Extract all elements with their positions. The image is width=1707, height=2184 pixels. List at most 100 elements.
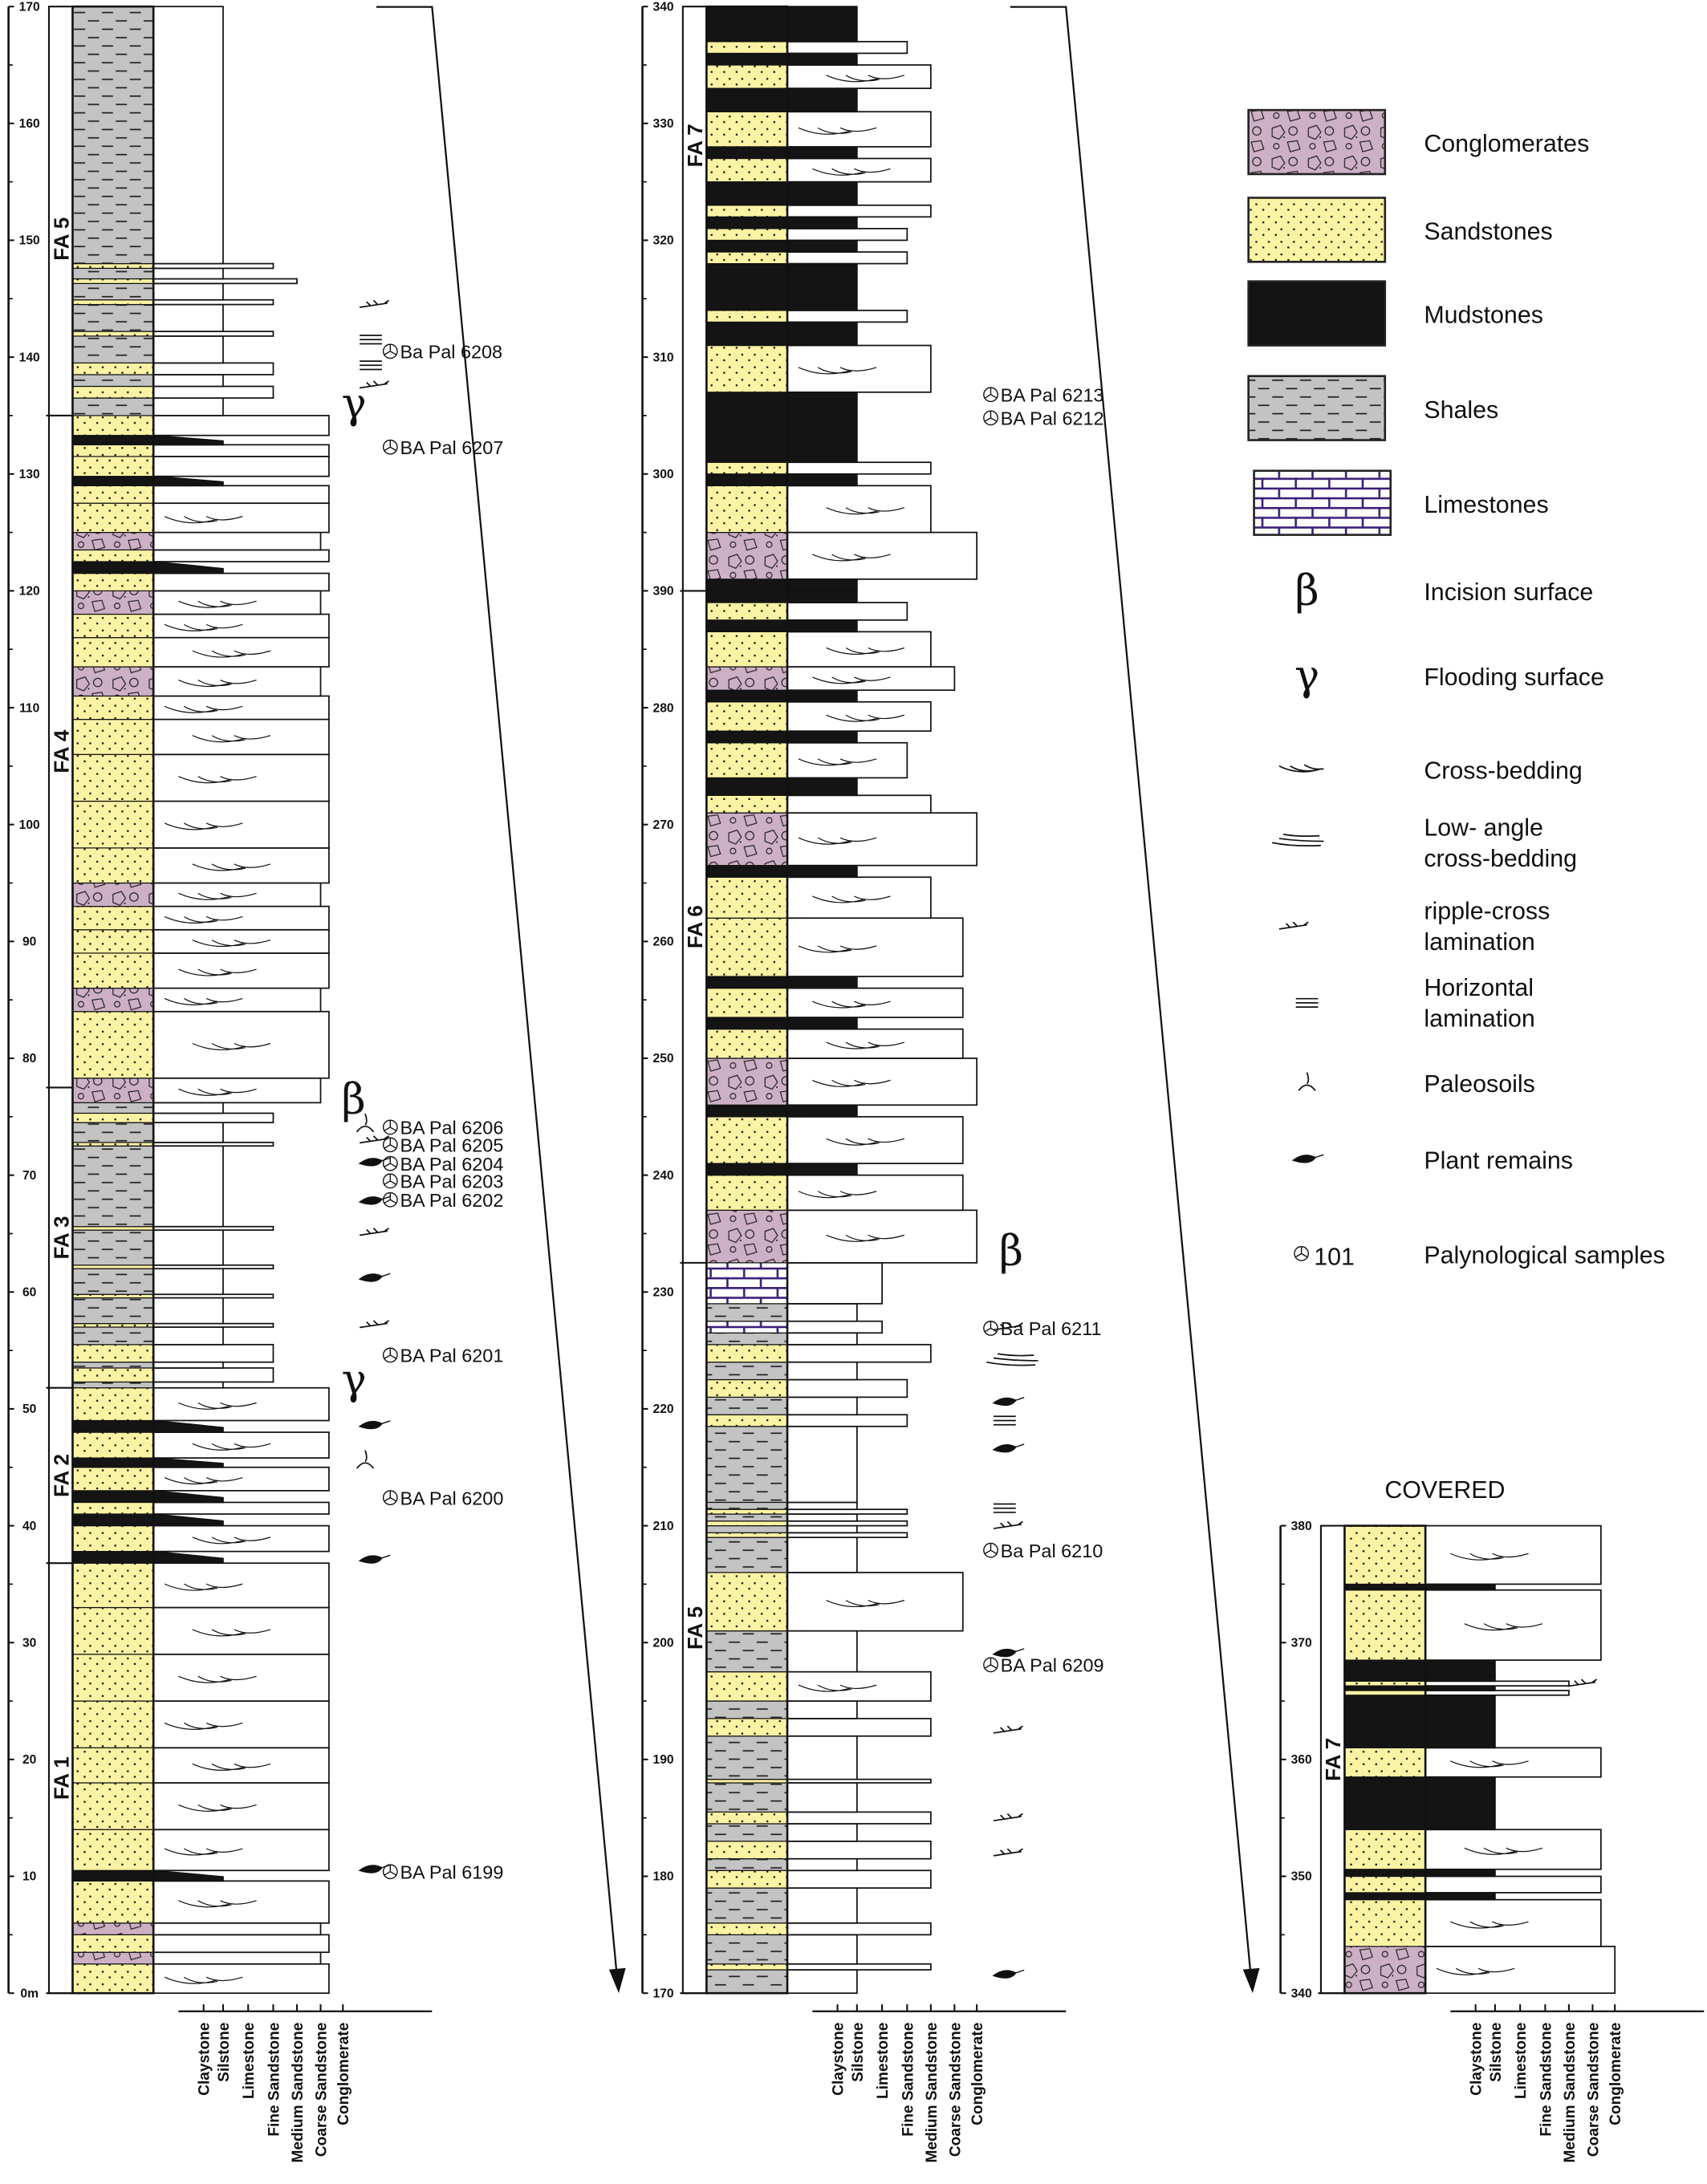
shale-bed [71, 1229, 154, 1266]
mudstone-bed [705, 87, 788, 112]
grain-size-profile-bed [152, 6, 224, 265]
mudstone-bed [705, 619, 788, 632]
grain-size-profile-bed [152, 1466, 330, 1492]
grain-size-profile-bed [152, 267, 224, 280]
conglomerate-bed [71, 882, 154, 907]
ripple-lamination-icon [993, 1848, 1023, 1857]
shale-bed [71, 335, 154, 363]
limestone-bed [705, 1262, 788, 1305]
grain-size-profile-bed [152, 1229, 224, 1266]
sandstone-bed [71, 415, 154, 436]
shale-bed [71, 282, 154, 301]
cross-bedding-mark [812, 676, 891, 684]
sandstone-bed [705, 1344, 788, 1363]
cross-bedding-mark [812, 1001, 891, 1009]
grain-size-profile-bed [152, 456, 330, 477]
sandstone-bed [705, 1841, 788, 1860]
grain-size-profile-bed [152, 374, 224, 388]
conglomerate-bed [705, 531, 788, 580]
conglomerate-bed [71, 531, 154, 551]
grain-size-profile-bed [786, 777, 858, 797]
grain-size-profile-bed [1425, 1892, 1496, 1901]
grain-size-profile-bed [152, 335, 224, 364]
palynological-sample-icon [984, 1658, 998, 1669]
cross-bedding-mark [1450, 1760, 1529, 1768]
grain-size-profile-bed [1425, 1690, 1570, 1696]
shale-bed [71, 1362, 154, 1369]
cross-bedding-mark [826, 1138, 905, 1146]
plant-remains-icon [992, 1443, 1025, 1453]
grain-size-profile-bed [786, 309, 908, 323]
grain-size-profile-bed [152, 298, 274, 306]
plant-remains-icon [1291, 1154, 1324, 1163]
mudstone-bed [1343, 1892, 1426, 1901]
grain-size-profile-bed [786, 321, 858, 347]
conglomerate-bed [71, 1078, 154, 1103]
shale-bed [705, 1332, 788, 1346]
sandstone-bed [705, 987, 788, 1018]
grain-size-profile-bed [152, 718, 330, 756]
grain-size-profile-bed [1425, 1659, 1496, 1678]
cross-bedding-mark [192, 1763, 271, 1771]
depth-tick-label: 50 [22, 1403, 37, 1416]
sandstone-swatch [1247, 197, 1387, 263]
cross-bedding-mark [178, 679, 257, 688]
grain-size-profile-bed [786, 6, 858, 43]
shale-bed [705, 1630, 788, 1673]
mudstone-bed [705, 181, 788, 206]
mudstone-bed [1343, 1659, 1426, 1678]
conglomerate-bed [705, 1057, 788, 1106]
shale-bed [71, 1268, 154, 1295]
ripple-lamination-icon [993, 1322, 1023, 1331]
grain-size-profile-bed [152, 905, 330, 931]
grain-size-label: Limestone [875, 2023, 892, 2099]
grain-size-profile-bed [786, 1811, 932, 1825]
depth-tick-label: 170 [19, 0, 40, 14]
facies-association-column [1319, 1524, 1346, 1995]
sandstone-bed [705, 1963, 788, 1971]
arrowhead-icon [608, 1967, 626, 1994]
depth-tick-label: 60 [22, 1285, 37, 1299]
sample-label: Ba Pal 6211 [1001, 1318, 1102, 1339]
grain-size-profile-bed [786, 1571, 964, 1632]
grain-size-profile-bed [152, 1524, 330, 1553]
depth-tick-label: 110 [19, 701, 40, 715]
grain-size-profile-bed [786, 146, 858, 160]
depth-tick-label: 250 [653, 1052, 674, 1066]
shale-bed [705, 1537, 788, 1573]
cross-bedding-mark [164, 1583, 243, 1591]
sandstone-bed [71, 1142, 154, 1147]
plant-remains-icon [358, 1196, 391, 1205]
sandstone-bed [71, 1344, 154, 1363]
grain-size-profile-bed [152, 331, 274, 337]
mudstone-bed [705, 1163, 788, 1176]
grain-size-profile-bed [786, 1501, 858, 1511]
grain-size-profile-bed [152, 549, 330, 562]
grain-size-profile-bed [786, 1414, 908, 1427]
lithology-column-frame [705, 5, 789, 1995]
legend-label: Paleosoils [1424, 1071, 1534, 1098]
mudstone-bed [705, 321, 788, 347]
paleosol-icon [356, 1113, 375, 1133]
horizontal-lamination-icon [1295, 997, 1319, 1008]
cross-bedding-mark [178, 1088, 257, 1096]
grain-size-profile-bed [152, 1112, 274, 1123]
sandstone-bed [705, 602, 788, 621]
palynological-sample-icon [384, 1156, 397, 1168]
grain-size-profile-bed [152, 1010, 330, 1079]
sandstone-bed [1343, 1680, 1426, 1687]
sandstone-bed [71, 385, 154, 399]
grain-size-profile-bed [786, 1782, 858, 1813]
sandstone-bed [71, 549, 154, 562]
mudstone-profile [152, 1489, 224, 1504]
grain-size-profile-bed [152, 1782, 330, 1831]
grain-size-profile-bed [152, 444, 330, 457]
limestone-swatch [1253, 469, 1392, 536]
cross-bedding-mark [826, 75, 905, 83]
grain-size-profile-bed [786, 689, 858, 703]
grain-size-label: Medium Sandstone [1562, 2023, 1579, 2163]
sandstone-bed [1343, 1524, 1426, 1585]
depth-tick-label: 100 [19, 818, 40, 832]
grain-size-profile-bed [152, 1381, 224, 1389]
low-angle-cross-bedding-icon [1271, 833, 1324, 847]
